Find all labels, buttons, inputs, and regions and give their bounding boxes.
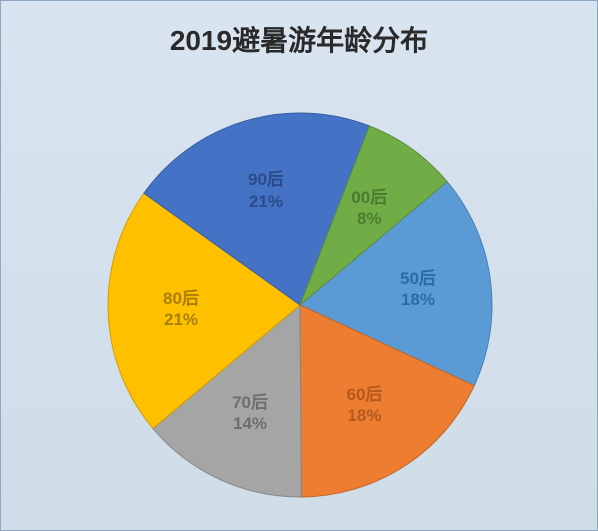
slice-label: 70后14% bbox=[232, 392, 268, 435]
slice-percent: 18% bbox=[346, 405, 382, 426]
slice-category: 70后 bbox=[232, 392, 268, 413]
slice-percent: 21% bbox=[163, 309, 199, 330]
slice-category: 50后 bbox=[400, 268, 436, 289]
pie-area: 50后18%60后18%70后14%80后21%90后21%00后8% bbox=[1, 65, 598, 531]
slice-label: 00后8% bbox=[351, 187, 387, 230]
slice-category: 80后 bbox=[163, 288, 199, 309]
slice-label: 80后21% bbox=[163, 288, 199, 331]
slice-category: 60后 bbox=[346, 384, 382, 405]
pie-chart-container: 2019避暑游年龄分布 50后18%60后18%70后14%80后21%90后2… bbox=[0, 0, 598, 531]
slice-label: 60后18% bbox=[346, 384, 382, 427]
slice-percent: 14% bbox=[232, 413, 268, 434]
slice-percent: 8% bbox=[351, 208, 387, 229]
slice-percent: 21% bbox=[248, 191, 284, 212]
slice-label: 90后21% bbox=[248, 169, 284, 212]
slice-label: 50后18% bbox=[400, 268, 436, 311]
chart-title: 2019避暑游年龄分布 bbox=[1, 1, 597, 65]
slice-percent: 18% bbox=[400, 289, 436, 310]
slice-category: 90后 bbox=[248, 169, 284, 190]
slice-category: 00后 bbox=[351, 187, 387, 208]
pie-svg bbox=[1, 65, 598, 531]
